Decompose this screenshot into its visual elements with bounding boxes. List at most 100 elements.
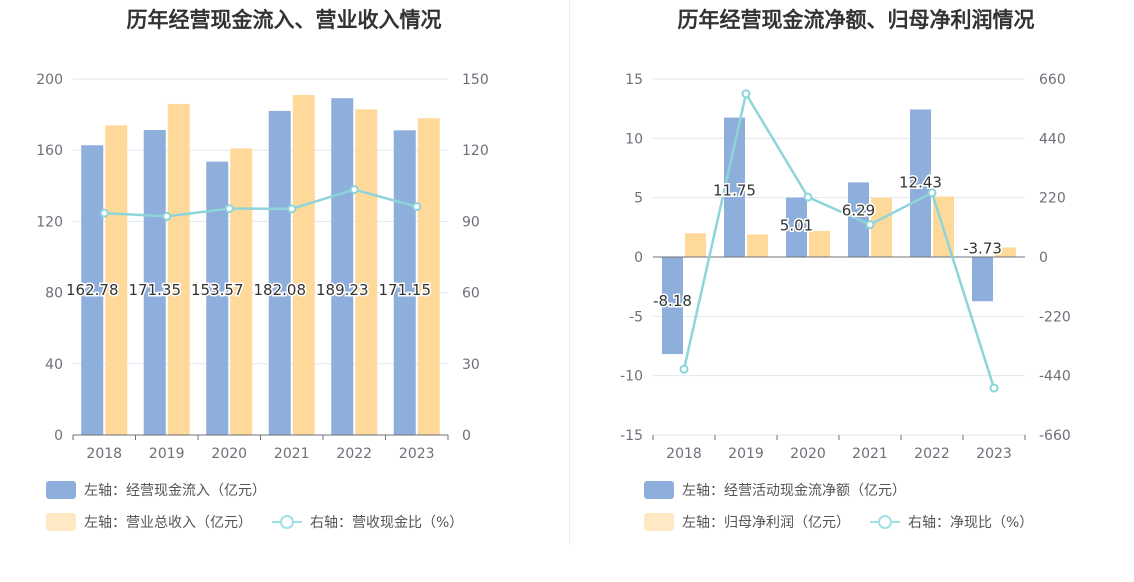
bar-data-label: -3.73 [963,239,1002,257]
line-point [349,185,359,195]
bar-data-label: 182.08 [254,281,307,299]
x-tick-label: 2023 [399,446,435,462]
legend-item-net-profit[interactable]: 左轴：归母净利润（亿元） [644,512,850,532]
y-tick-label-right: 440 [1039,131,1066,147]
right-chart-title: 历年经营现金流净额、归母净利润情况 [677,8,1035,32]
bar-series-2 [417,118,440,435]
y-tick-label-right: 0 [462,428,471,444]
bar-data-label: 6.29 [842,201,875,219]
bar-data-label: 153.57 [191,281,244,299]
bar-data-label: 189.23 [316,281,369,299]
y-tick-label-right: 60 [462,286,480,302]
x-tick-label: 2018 [666,446,702,462]
left-chart-plot: 0 40 80 120 160 200 0 30 60 90 120 150 2018 2019 2020 2… [36,72,489,462]
legend-item-revenue[interactable]: 左轴：营业总收入（亿元） [46,512,252,532]
bar-series-2 [292,95,315,436]
line-series [682,90,996,389]
bar-data-label: 11.75 [713,182,756,200]
bar-series-2 [355,109,378,435]
bar-series-1 [910,109,931,257]
bar-series-2 [871,197,892,257]
legend-swatch-revenue [46,513,76,531]
legend-label-cash-revenue-ratio: 右轴：营收现金比（%） [310,515,464,531]
bar-data-label: 171.35 [129,281,182,299]
line-point [989,383,999,393]
x-tick-label: 2022 [914,446,950,462]
x-tick-label: 2018 [86,446,122,462]
x-tick-label: 2021 [274,446,310,462]
line-point [803,192,813,202]
y-tick-label-left: 160 [36,143,63,159]
bar-series-2 [105,125,128,435]
y-tick-label-left: 10 [625,131,643,147]
y-tick-label-right: 0 [1039,250,1048,266]
y-tick-label-left: -15 [620,428,643,444]
left-chart-panel: 历年经营现金流入、营业收入情况 0 40 80 120 160 200 0 30 60 90 120… [0,0,568,560]
x-tick-label: 2020 [790,446,826,462]
bar-series-1 [268,110,291,436]
bar-series-2 [747,234,768,257]
legend-swatch-cash-inflow [46,481,76,499]
line-point [224,204,234,214]
y-tick-label-left: 40 [45,357,63,373]
legend-label-net-profit: 左轴：归母净利润（亿元） [682,515,850,531]
bar-data-label: 12.43 [899,173,942,191]
legend-line-swatch-ratio [272,513,302,531]
bar-series-1 [786,197,807,257]
y-tick-label-right: -440 [1039,369,1071,385]
y-tick-label-right: -660 [1039,428,1071,444]
legend-label-revenue: 左轴：营业总收入（亿元） [84,515,252,531]
y-tick-label-right: 660 [1039,72,1066,88]
x-tick-label: 2021 [852,446,888,462]
y-tick-label-left: 0 [634,250,643,266]
line-point [679,364,689,374]
legend-line-swatch-net-cash-ratio [870,513,900,531]
left-legend-row-1: 左轴：经营现金流入（亿元） [46,480,286,500]
y-tick-label-left: -10 [620,369,643,385]
legend-item-net-cash-ratio[interactable]: 右轴：净现比（%） [870,512,1033,532]
x-tick-label: 2022 [336,446,372,462]
bar-data-label: -8.18 [653,292,692,310]
y-tick-label-right: 90 [462,214,480,230]
line-point [741,89,751,99]
legend-label-net-cash-ratio: 右轴：净现比（%） [908,515,1034,531]
legend-item-cash-inflow[interactable]: 左轴：经营现金流入（亿元） [46,480,266,500]
legend-label-cash-inflow: 左轴：经营现金流入（亿元） [84,483,266,499]
bar-series-1 [662,257,683,355]
bar-series-2 [685,233,706,257]
line-point [99,208,109,218]
bar-data-label: 5.01 [780,217,813,235]
bar-series-1 [724,117,745,257]
line-point [287,204,297,214]
y-tick-label-left: -5 [629,309,643,325]
panel-divider [569,0,570,545]
bar-series-1 [972,257,993,302]
y-tick-label-left: 15 [625,72,643,88]
x-tick-label: 2019 [728,446,764,462]
legend-swatch-net-operating-cash [644,481,674,499]
bar-series-1 [143,129,166,435]
legend-swatch-net-profit [644,513,674,531]
line-point [412,202,422,212]
legend-item-net-operating-cash[interactable]: 左轴：经营活动现金流净额（亿元） [644,480,906,500]
y-tick-label-left: 5 [634,191,643,207]
legend-item-cash-revenue-ratio[interactable]: 右轴：营收现金比（%） [272,512,463,532]
left-legend-row-2: 左轴：营业总收入（亿元） 右轴：营收现金比（%） [46,512,483,532]
left-chart-title: 历年经营现金流入、营业收入情况 [126,8,442,32]
line-point [162,211,172,221]
line-series [104,188,418,218]
y-tick-label-right: 150 [462,72,489,88]
y-tick-label-right: -220 [1039,309,1071,325]
bar-series-2 [230,148,253,436]
right-legend-row-2: 左轴：归母净利润（亿元） 右轴：净现比（%） [644,512,1053,532]
y-tick-label-right: 30 [462,357,480,373]
right-legend-row-1: 左轴：经营活动现金流净额（亿元） [644,480,926,500]
y-tick-label-right: 220 [1039,191,1066,207]
x-tick-label: 2023 [976,446,1012,462]
bar-series-1 [393,130,416,435]
line-point [927,188,937,198]
y-tick-label-left: 80 [45,286,63,302]
right-chart-plot: -15 -10 -5 0 5 10 15 -660 -440 -220 0 220 440 660 2018… [620,72,1071,462]
y-tick-label-right: 120 [462,143,489,159]
x-tick-label: 2019 [149,446,185,462]
